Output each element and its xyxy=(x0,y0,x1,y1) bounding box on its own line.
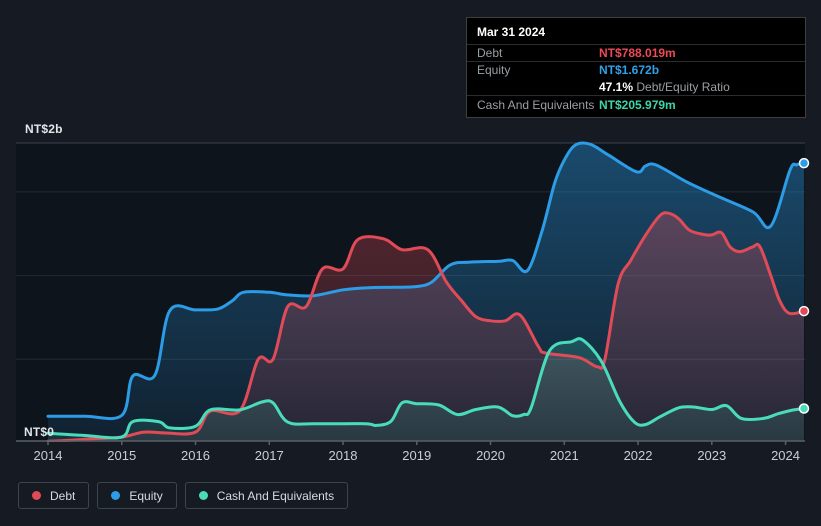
x-axis-label-2024: 2024 xyxy=(771,448,800,463)
tooltip-cash-row: Cash And Equivalents NT$205.979m xyxy=(467,95,805,117)
legend-debt-label: Debt xyxy=(50,488,76,503)
debt-line xyxy=(46,211,805,442)
cash-and-equivalents-line xyxy=(46,337,805,440)
cash-and-equivalents-area xyxy=(48,338,804,441)
cash-legend-dot-icon xyxy=(198,491,208,500)
legend-item-debt[interactable]: Debt xyxy=(18,482,90,509)
chart-legend: Debt Equity Cash And Equivalents xyxy=(18,482,349,509)
x-axis-label-2021: 2021 xyxy=(549,448,579,463)
x-axis-label-2023: 2023 xyxy=(697,448,727,463)
legend-equity-label: Equity xyxy=(129,488,163,503)
legend-item-cash[interactable]: Cash And Equivalents xyxy=(184,482,349,509)
y-axis-zero-label: NT$0 xyxy=(24,425,55,439)
tooltip-equity-value: NT$1.672b xyxy=(599,63,660,77)
x-axis-label-2020: 2020 xyxy=(476,448,505,463)
x-axis-label-2014: 2014 xyxy=(33,448,63,463)
tooltip-debt-row: Debt NT$788.019m xyxy=(467,44,805,61)
legend-cash-label: Cash And Equivalents xyxy=(216,488,335,503)
hover-tooltip: Mar 31 2024 Debt NT$788.019m Equity NT$1… xyxy=(466,17,806,118)
tooltip-ratio-label: Debt/Equity Ratio xyxy=(636,79,730,94)
tooltip-cash-label: Cash And Equivalents xyxy=(477,98,595,112)
tooltip-date: Mar 31 2024 xyxy=(477,25,546,39)
tooltip-equity-row: Equity NT$1.672b xyxy=(467,61,805,78)
tooltip-debt-value: NT$788.019m xyxy=(599,46,676,60)
equity-legend-dot-icon xyxy=(111,491,121,500)
debt-legend-dot-icon xyxy=(32,491,41,500)
tooltip-ratio-value: 47.1% xyxy=(599,79,634,94)
x-axis-label-2016: 2016 xyxy=(181,448,210,463)
x-axis-label-2015: 2015 xyxy=(107,448,137,463)
debt-area xyxy=(48,212,804,442)
equity-line xyxy=(46,141,805,421)
legend-item-equity[interactable]: Equity xyxy=(97,482,177,509)
tooltip-equity-label: Equity xyxy=(477,63,511,77)
x-axis-label-2019: 2019 xyxy=(402,448,432,463)
tooltip-ratio-row: 47.1% Debt/Equity Ratio xyxy=(467,78,805,95)
tooltip-cash-value: NT$205.979m xyxy=(599,98,676,112)
equity-hover-dot[interactable] xyxy=(798,157,810,169)
x-axis-label-2022: 2022 xyxy=(623,448,653,463)
x-axis-label-2017: 2017 xyxy=(254,448,284,463)
cash-and-equivalents-hover-dot[interactable] xyxy=(798,403,810,414)
y-axis-max-label: NT$2b xyxy=(25,122,63,136)
x-axis-label-2018: 2018 xyxy=(328,448,358,463)
tooltip-debt-label: Debt xyxy=(477,46,503,60)
debt-hover-dot[interactable] xyxy=(798,305,810,317)
